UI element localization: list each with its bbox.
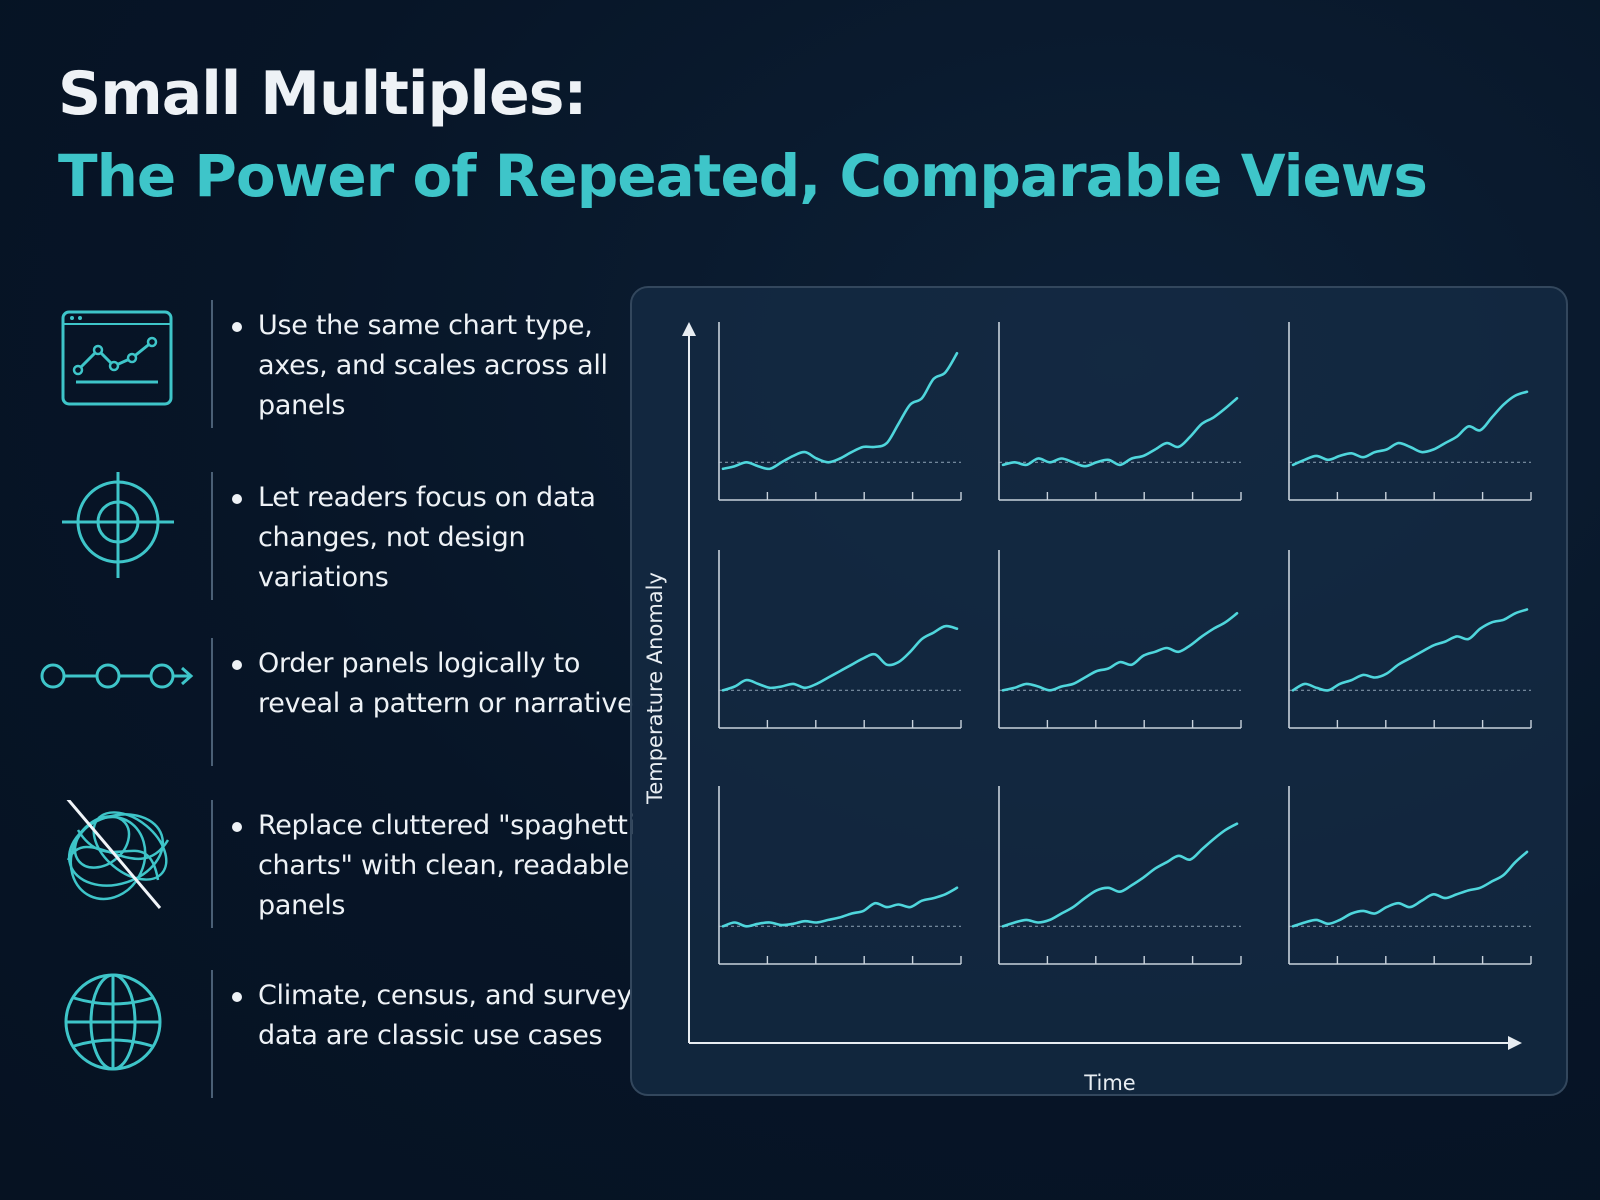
panel-2-2: [998, 550, 1242, 729]
feature-divider: [211, 300, 213, 428]
panel-series-line: [721, 351, 959, 471]
panel-series-line: [1291, 390, 1529, 467]
panel-3-2: [998, 786, 1242, 965]
crossed-out-tangle-icon: [38, 800, 198, 930]
feature-divider: [211, 472, 213, 600]
panel-3-3: [1288, 786, 1532, 965]
small-multiples-chart: Temperature Anomaly Time: [630, 286, 1568, 1096]
y-axis-title: Temperature Anomaly: [643, 572, 667, 805]
panel-series-line: [721, 886, 959, 928]
panel-series-line: [1001, 612, 1239, 692]
feature-text: Replace cluttered "spaghetti charts" wit…: [230, 806, 638, 926]
panel-1-3: [1288, 322, 1532, 501]
subtitle-line: The Power of Repeated, Comparable Views: [58, 142, 1428, 210]
feature-item: Let readers focus on data changes, not d…: [38, 472, 608, 602]
panel-series-line: [1291, 850, 1529, 928]
x-axis-title: Time: [1083, 1071, 1135, 1095]
feature-divider: [211, 800, 213, 928]
panel-grid: [718, 322, 1532, 965]
panel-series-line: [1291, 608, 1529, 692]
panel-series-line: [721, 624, 959, 692]
panel-3-1: [718, 786, 962, 965]
shared-y-axis: [682, 322, 696, 1043]
feature-text: Climate, census, and survey data are cla…: [230, 976, 638, 1056]
feature-list: Use the same chart type, axes, and scale…: [38, 300, 635, 1110]
shared-x-axis: [689, 1036, 1522, 1050]
feature-text: Let readers focus on data changes, not d…: [230, 478, 638, 598]
feature-divider: [211, 638, 213, 766]
panel-1-1: [718, 322, 962, 501]
feature-divider: [211, 970, 213, 1098]
panel-series-line: [1001, 822, 1239, 928]
sequence-arrow-icon: [38, 638, 198, 768]
panel-series-line: [1001, 396, 1239, 468]
crosshair-target-icon: [38, 472, 198, 602]
title-line: Small Multiples:: [58, 59, 587, 129]
feature-text: Use the same chart type, axes, and scale…: [230, 306, 638, 426]
globe-icon: [38, 970, 198, 1100]
feature-item: Order panels logically to reveal a patte…: [38, 638, 634, 768]
line-chart-window-icon: [38, 300, 198, 430]
feature-text: Order panels logically to reveal a patte…: [230, 644, 638, 724]
feature-item: Replace cluttered "spaghetti charts" wit…: [38, 800, 635, 930]
panel-1-2: [998, 322, 1242, 501]
panel-2-1: [718, 550, 962, 729]
feature-item: Climate, census, and survey data are cla…: [38, 970, 632, 1100]
panel-2-3: [1288, 550, 1532, 729]
page-title: Small Multiples: The Power of Repeated, …: [58, 58, 1428, 212]
chart-canvas: Temperature Anomaly Time: [643, 322, 1532, 1095]
feature-item: Use the same chart type, axes, and scale…: [38, 300, 608, 430]
